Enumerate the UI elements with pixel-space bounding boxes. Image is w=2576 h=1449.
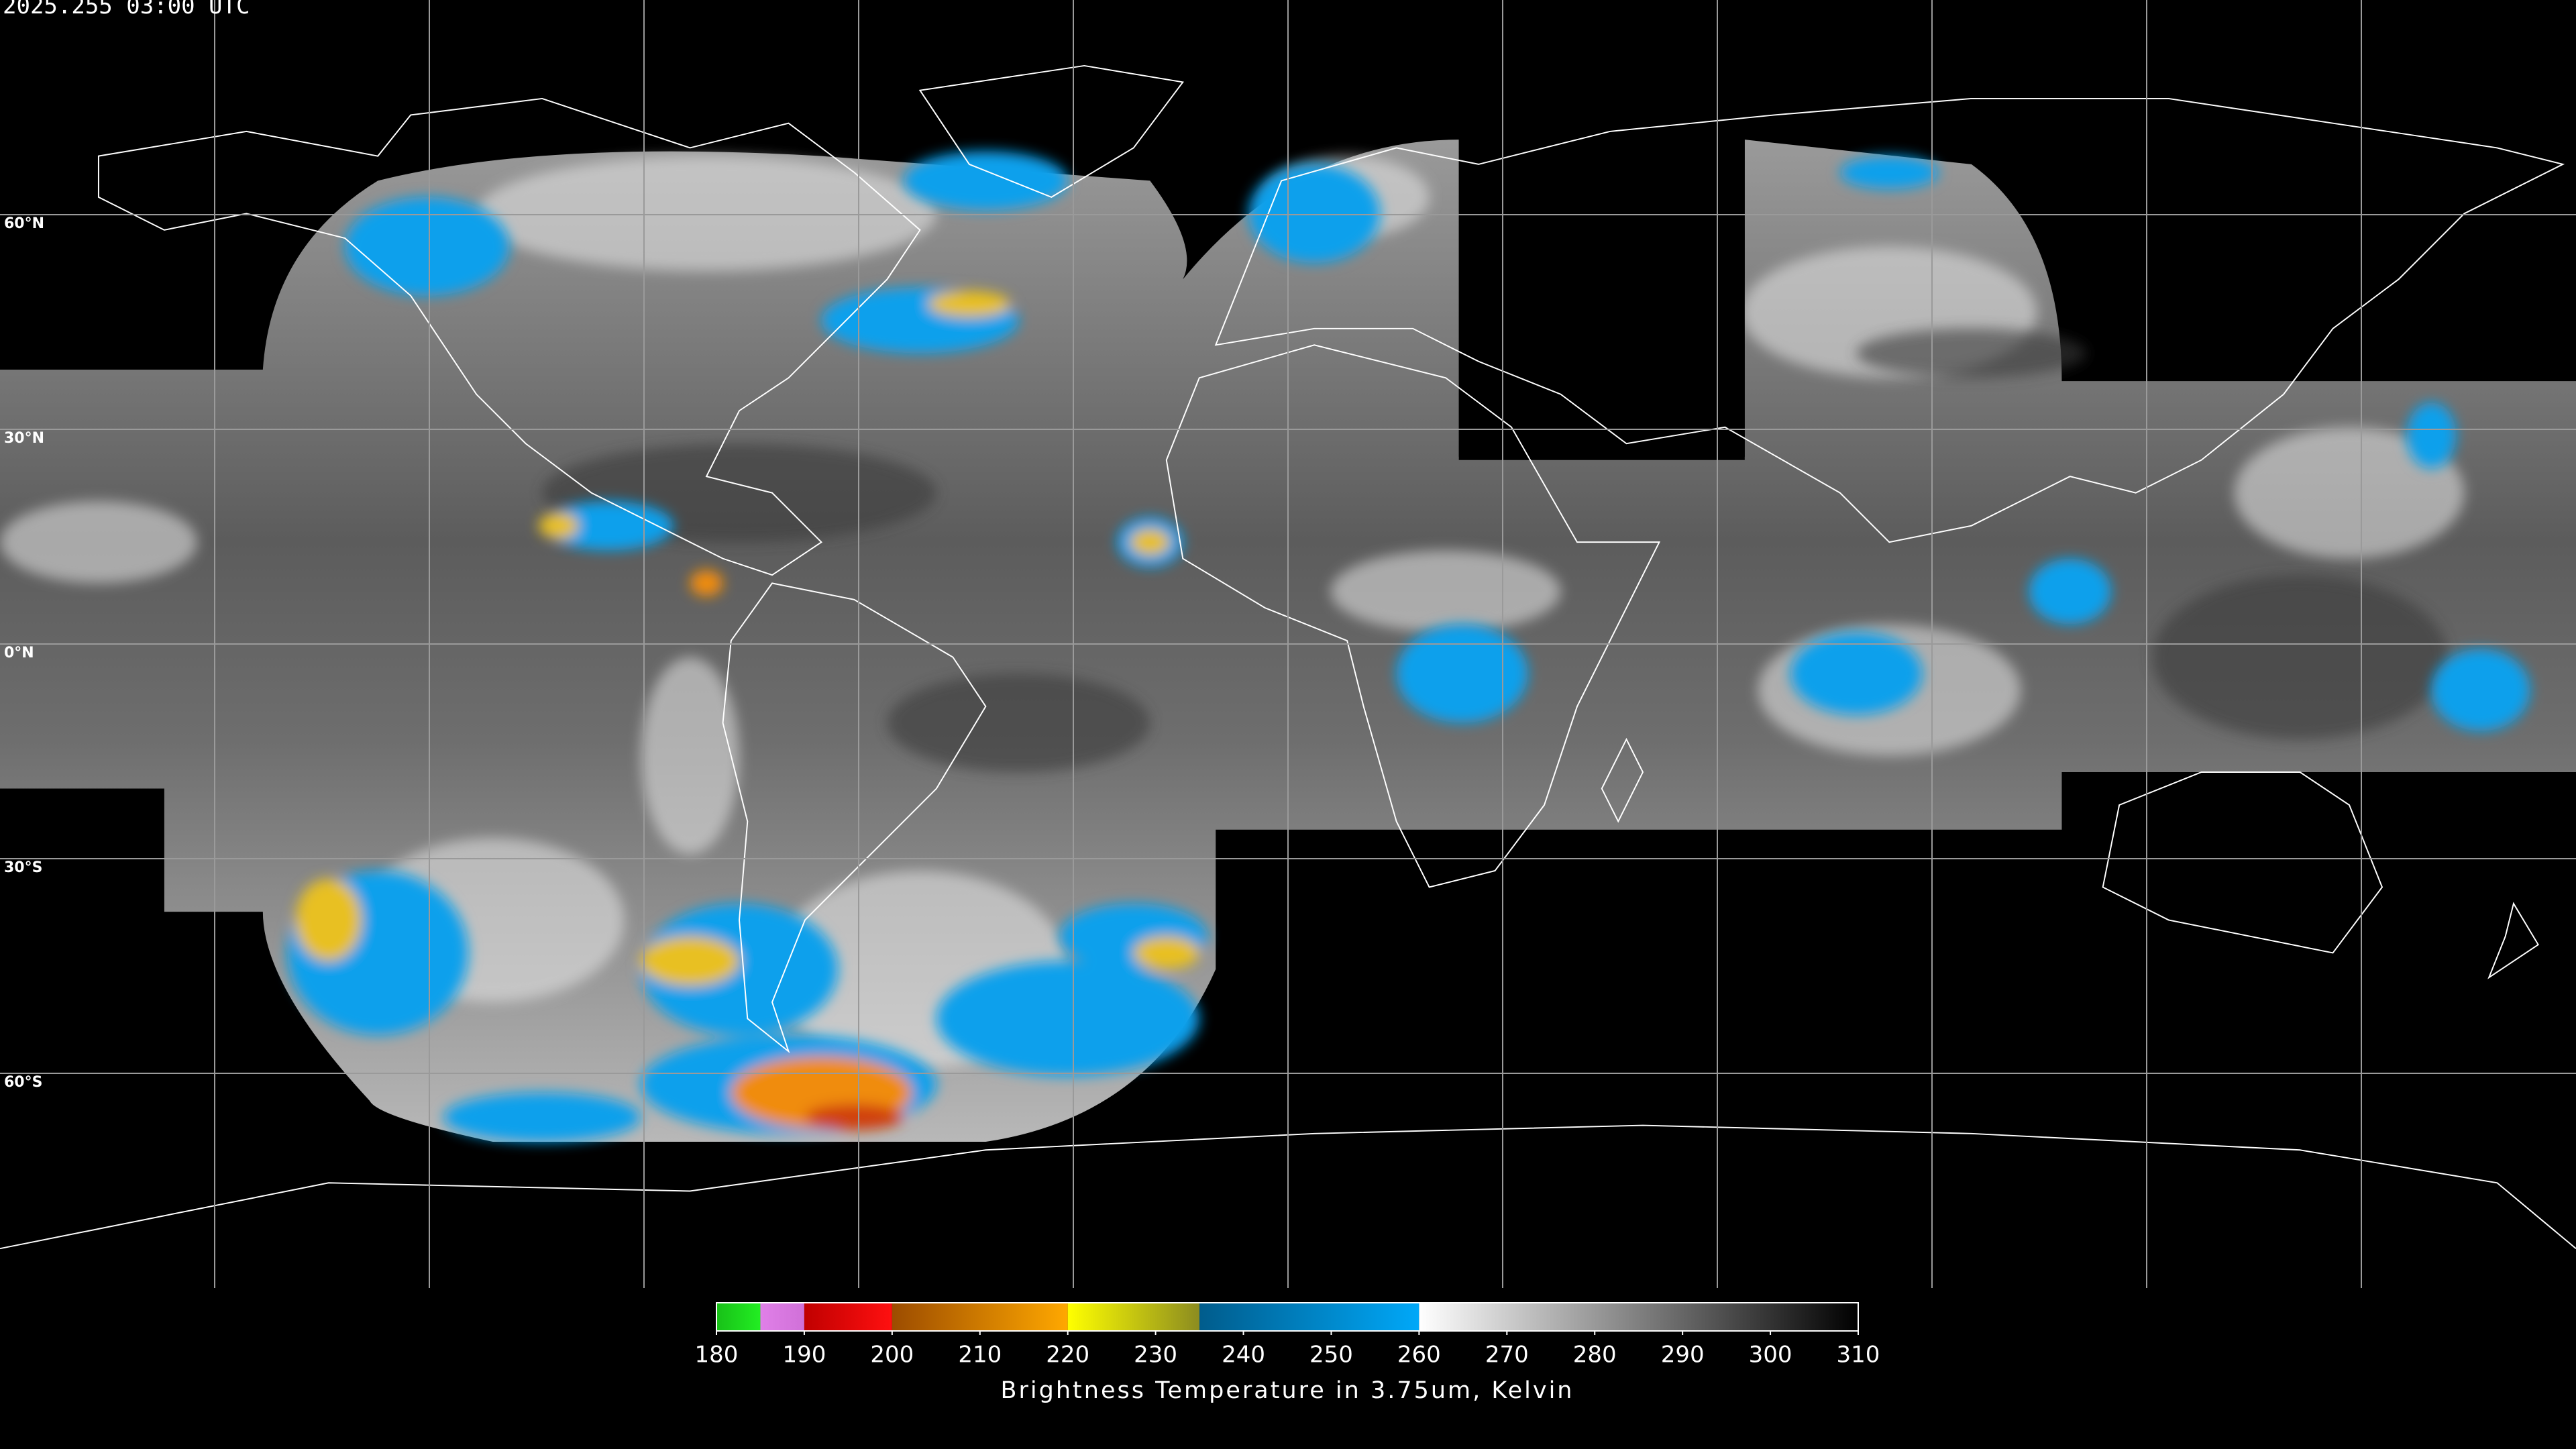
colorbar-tick-label: 260 [1397,1342,1441,1368]
latitude-label: 30°N [4,430,44,447]
colorbar-tick-label: 220 [1046,1342,1089,1368]
colorbar-tick-label: 280 [1573,1342,1617,1368]
colorbar-tick-label: 190 [782,1342,826,1368]
colorbar-frame [716,1302,1859,1332]
colorbar-tick-label: 270 [1485,1342,1529,1368]
no-data [1458,140,1745,457]
colorbar-tick-label: 290 [1661,1342,1705,1368]
colorbar-title: Brightness Temperature in 3.75um, Kelvin [1001,1377,1574,1404]
colorbar-tick-label: 200 [870,1342,914,1368]
colorbar-tick-label: 300 [1749,1342,1792,1368]
colorbar-tick-label: 310 [1837,1342,1880,1368]
colorbar-tick-label: 240 [1222,1342,1265,1368]
colorbar-segment [804,1303,892,1331]
colorbar-segment [1419,1303,1858,1331]
colorbar: 180 190 200 210 220 230 240 250 260 270 280 290 300 3… [695,1302,1880,1368]
clear-sky [542,328,2448,773]
colorbar-segment [1067,1303,1200,1331]
colorbar-segment [1199,1303,1419,1331]
colorbar-segment [760,1303,804,1331]
colorbar-tick-label: 180 [695,1342,739,1368]
coastlines [0,64,2576,1250]
latitude-label: 30°S [4,859,42,876]
latitude-label: 60°N [4,215,44,232]
latitude-label: 0°N [4,645,34,661]
latitude-label: 60°S [4,1074,42,1091]
colorbar-tick-label: 250 [1309,1342,1353,1368]
graticule: 60°N 30°N 0°N 30°S 60°S [0,0,2576,1288]
colorbar-segment [716,1303,761,1331]
colorbar-tick-label: 210 [958,1342,1002,1368]
colorbar-segment [892,1303,1068,1331]
colorbar-tick-label: 230 [1134,1342,1177,1368]
cold-cloud-tops [287,151,2530,1142]
timestamp: 2025.255 03:00 UTC [3,0,250,19]
